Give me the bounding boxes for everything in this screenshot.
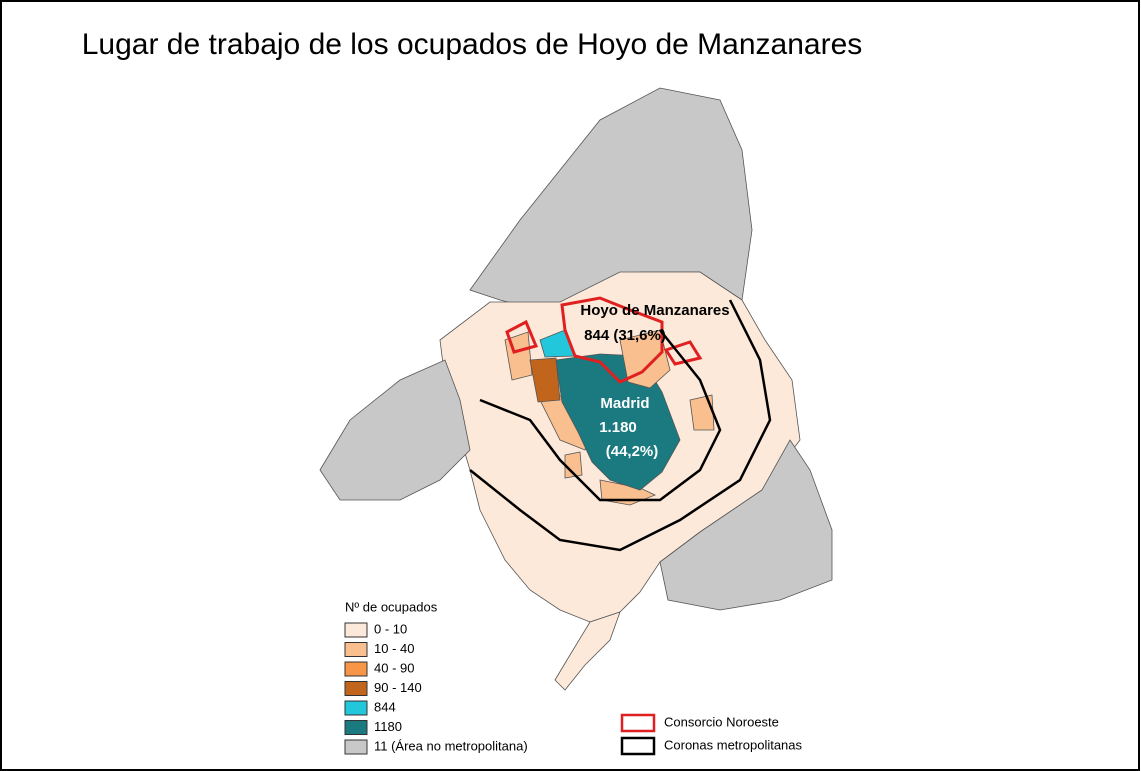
region xyxy=(564,451,583,479)
consorcio-outline xyxy=(505,319,539,354)
legend-label: Coronas metropolitanas xyxy=(664,737,803,752)
boundary-legend: Consorcio Noroeste Coronas metropolitanas xyxy=(620,713,803,756)
consorcio-outline xyxy=(663,340,703,366)
legend: 0 - 10 10 - 40 40 - 90 90 - 140 844 1180 11 (Á… xyxy=(344,621,528,755)
region-south-tail xyxy=(554,611,621,691)
map-label: (44,2%) xyxy=(606,443,659,460)
region xyxy=(529,357,561,403)
legend-label: Consorcio Noroeste xyxy=(664,714,779,729)
legend-label: 10 - 40 xyxy=(374,641,414,656)
legend-swatch xyxy=(620,736,656,756)
consorcio-outline xyxy=(560,296,664,384)
legend-swatch xyxy=(344,681,368,696)
title: Lugar de trabajo de los ocupados de Hoyo… xyxy=(82,28,863,61)
map-label: Hoyo de Manzanares xyxy=(580,302,729,319)
legend-swatch xyxy=(344,622,368,638)
map-label: Madrid xyxy=(600,395,649,412)
map xyxy=(319,87,833,691)
legend-swatch xyxy=(344,642,368,657)
corona-outline xyxy=(469,299,772,552)
legend-label: 1180 xyxy=(374,719,402,734)
legend-label: 90 - 140 xyxy=(374,680,422,695)
legend-label: 844 xyxy=(374,699,396,714)
legend-label: 11 (Área no metropolitana) xyxy=(374,738,528,753)
legend-swatch xyxy=(344,720,368,735)
legend-label: 0 - 10 xyxy=(374,621,407,636)
region xyxy=(689,394,715,431)
region-west xyxy=(319,359,471,501)
region-southeast xyxy=(659,439,833,611)
map-label: 844 (31,6%) xyxy=(584,327,666,344)
legend-label: 40 - 90 xyxy=(374,660,414,675)
region xyxy=(619,329,671,389)
legend-swatch xyxy=(344,739,368,755)
corona-outline xyxy=(479,329,722,502)
legend-swatch xyxy=(620,713,656,733)
legend-title: Nº de ocupados xyxy=(345,599,438,614)
map-label: 1.180 xyxy=(599,419,637,436)
legend-swatch xyxy=(344,661,368,677)
legend-swatch xyxy=(344,700,368,716)
